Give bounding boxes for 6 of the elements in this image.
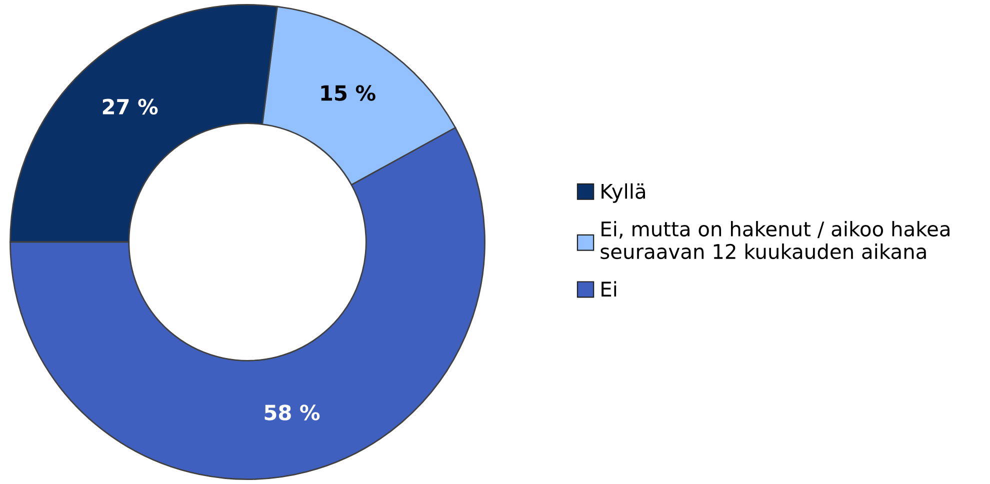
data-label: 15 % [321,85,376,101]
legend-label: Ei, mutta on hakenut / aikoo hakea seuraavan 12 kuukauden aikana [600,220,950,260]
legend-label: Kyllä [602,183,645,203]
data-label: 58 % [264,404,320,420]
legend-label: Ei [602,281,616,296]
data-label: 27 % [102,98,158,115]
